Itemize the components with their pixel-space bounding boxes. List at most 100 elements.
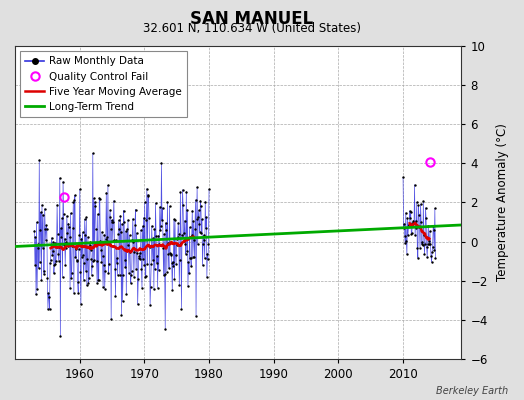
Point bbox=[197, 230, 205, 237]
Point bbox=[91, 203, 100, 210]
Point bbox=[426, 241, 434, 248]
Point bbox=[142, 217, 150, 224]
Point bbox=[89, 258, 97, 264]
Point bbox=[204, 256, 212, 262]
Point bbox=[121, 264, 129, 271]
Point bbox=[174, 220, 182, 226]
Point bbox=[91, 199, 99, 206]
Point bbox=[163, 199, 171, 206]
Point bbox=[65, 224, 73, 230]
Point bbox=[425, 228, 434, 234]
Point bbox=[421, 204, 430, 211]
Point bbox=[405, 222, 413, 228]
Point bbox=[200, 237, 209, 243]
Point bbox=[37, 277, 46, 283]
Point bbox=[146, 302, 154, 308]
Point bbox=[96, 238, 105, 244]
Point bbox=[62, 244, 71, 251]
Point bbox=[35, 157, 43, 163]
Point bbox=[188, 208, 196, 214]
Point bbox=[184, 282, 192, 289]
Point bbox=[123, 247, 132, 253]
Point bbox=[430, 247, 439, 253]
Point bbox=[38, 245, 47, 251]
Point bbox=[406, 215, 414, 221]
Point bbox=[148, 243, 157, 250]
Point bbox=[129, 273, 138, 280]
Point bbox=[113, 255, 122, 262]
Point bbox=[143, 261, 151, 267]
Point bbox=[171, 216, 179, 223]
Point bbox=[149, 235, 158, 241]
Point bbox=[76, 269, 84, 276]
Point bbox=[184, 259, 193, 266]
Point bbox=[408, 220, 417, 226]
Point bbox=[199, 240, 208, 247]
Point bbox=[85, 274, 93, 281]
Point bbox=[187, 263, 195, 270]
Point bbox=[73, 279, 82, 286]
Point bbox=[170, 275, 179, 282]
Point bbox=[182, 188, 191, 195]
Point bbox=[34, 245, 42, 251]
Point bbox=[407, 208, 415, 215]
Point bbox=[175, 282, 183, 288]
Point bbox=[141, 274, 149, 280]
Point bbox=[140, 199, 149, 206]
Point bbox=[151, 200, 160, 206]
Point bbox=[72, 257, 81, 263]
Point bbox=[67, 274, 75, 281]
Point bbox=[412, 199, 421, 206]
Point bbox=[167, 251, 176, 257]
Point bbox=[419, 242, 427, 249]
Point bbox=[130, 249, 139, 256]
Point bbox=[50, 262, 59, 268]
Point bbox=[186, 255, 194, 261]
Point bbox=[189, 254, 197, 260]
Point bbox=[431, 205, 439, 212]
Point bbox=[129, 239, 137, 245]
Point bbox=[107, 217, 116, 224]
Point bbox=[135, 253, 144, 260]
Point bbox=[105, 260, 113, 267]
Text: SAN MANUEL: SAN MANUEL bbox=[190, 10, 313, 28]
Point bbox=[32, 219, 41, 226]
Point bbox=[155, 267, 163, 273]
Point bbox=[136, 256, 145, 262]
Point bbox=[51, 260, 60, 267]
Point bbox=[100, 262, 108, 268]
Point bbox=[411, 232, 419, 238]
Point bbox=[193, 241, 202, 247]
Point bbox=[401, 240, 409, 246]
Point bbox=[84, 280, 93, 286]
Point bbox=[428, 259, 436, 265]
Point bbox=[39, 211, 47, 218]
Point bbox=[429, 223, 438, 230]
Point bbox=[115, 217, 123, 223]
Point bbox=[80, 260, 89, 266]
Point bbox=[146, 284, 155, 290]
Point bbox=[131, 221, 139, 228]
Point bbox=[134, 301, 142, 308]
Point bbox=[163, 239, 172, 246]
Point bbox=[406, 208, 414, 214]
Point bbox=[413, 244, 421, 251]
Point bbox=[52, 244, 61, 250]
Point bbox=[108, 237, 117, 244]
Point bbox=[424, 238, 433, 244]
Point bbox=[419, 198, 428, 205]
Point bbox=[180, 230, 188, 236]
Point bbox=[195, 221, 203, 227]
Point bbox=[165, 251, 173, 257]
Point bbox=[201, 198, 210, 205]
Point bbox=[74, 290, 82, 296]
Point bbox=[41, 226, 49, 233]
Point bbox=[177, 240, 185, 246]
Point bbox=[414, 202, 422, 208]
Point bbox=[58, 274, 67, 280]
Point bbox=[122, 228, 130, 234]
Point bbox=[124, 242, 133, 248]
Point bbox=[111, 266, 119, 272]
Point bbox=[61, 261, 69, 268]
Point bbox=[98, 229, 106, 235]
